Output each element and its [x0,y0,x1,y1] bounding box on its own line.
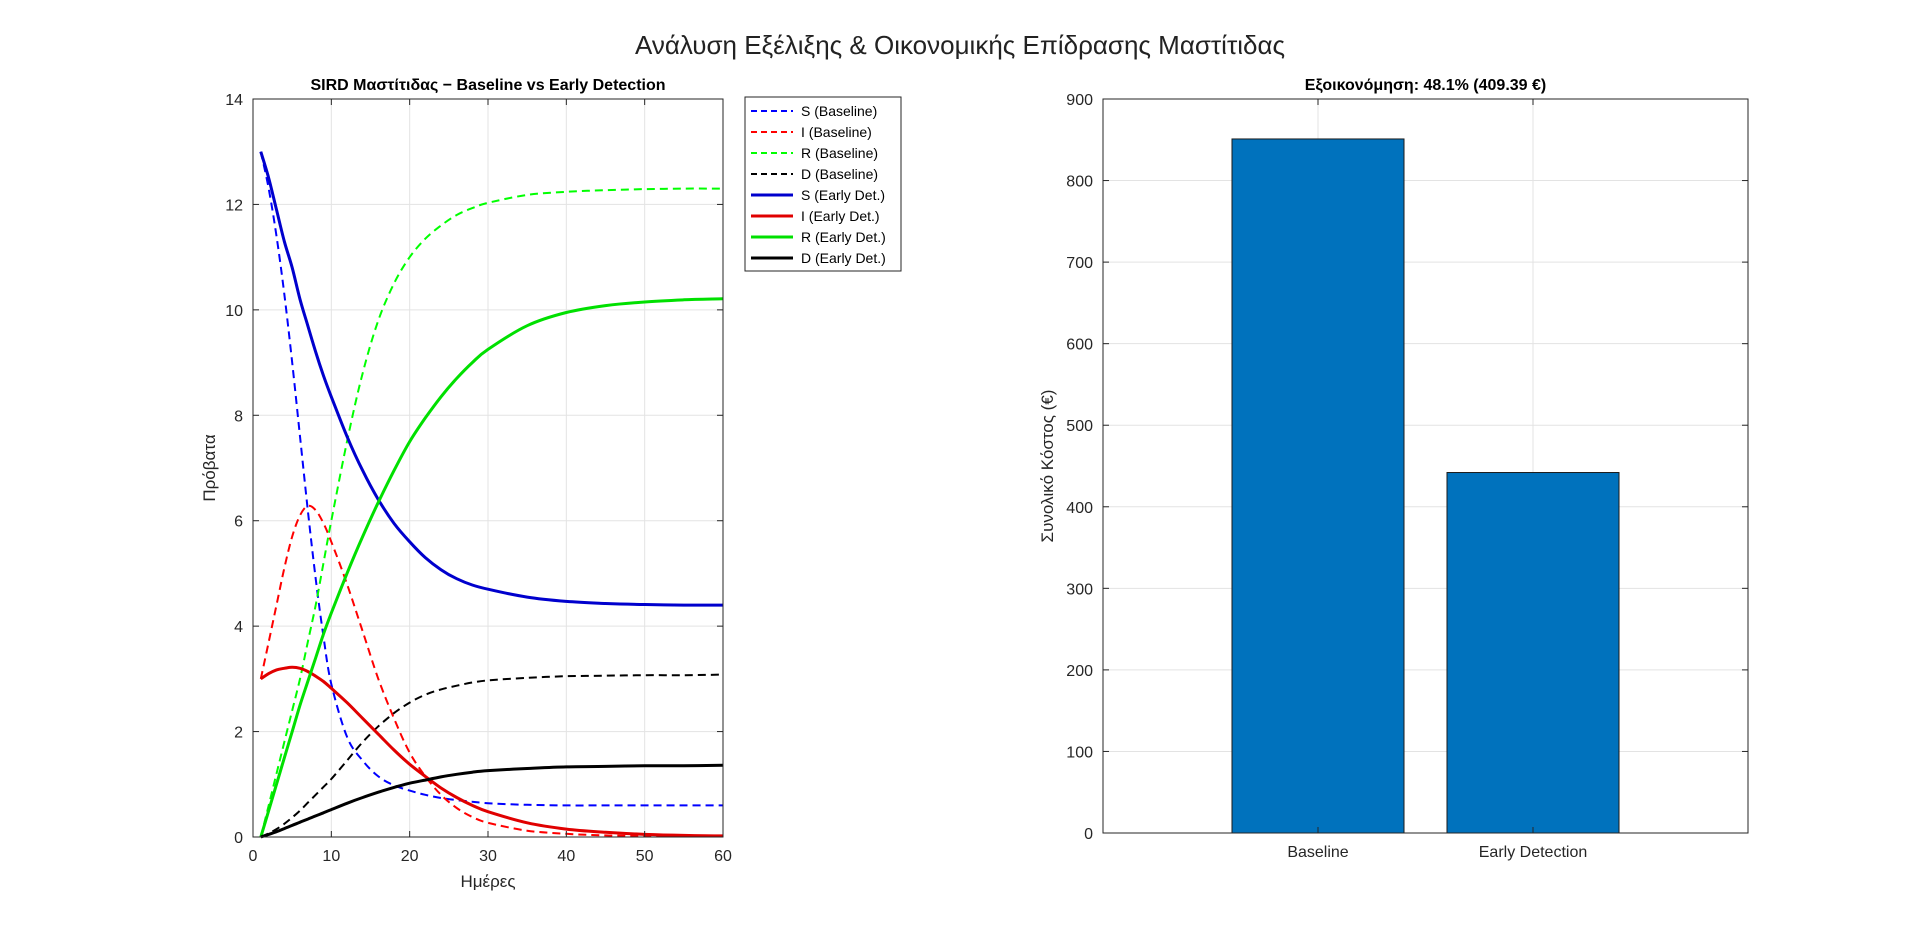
x-tick-label: 0 [249,848,258,865]
legend-item-i-baseline: I (Baseline) [751,124,872,140]
bar-early-detection [1446,472,1620,834]
y-tick-label: 900 [1066,92,1093,109]
y-tick-label: 10 [225,303,243,320]
legend-label: D (Baseline) [801,166,878,182]
legend-label: I (Early Det.) [801,208,880,224]
figure-title: Ανάλυση Εξέλιξης & Οικονομικής Επίδρασης… [634,30,1286,60]
y-tick-label: 700 [1066,255,1093,272]
y-tick-label: 800 [1066,174,1093,191]
series-line-r-early-det [259,297,724,838]
legend-item-s-early-det: S (Early Det.) [751,187,885,203]
series-line-s-early-det [259,151,723,607]
chart-title: SIRD Μαστίτιδας − Baseline vs Early Dete… [310,77,665,94]
legend-box [744,96,902,272]
x-tick-label: 20 [401,848,419,865]
x-tick-label: Baseline [1287,844,1348,861]
legend-item-i-early-det: I (Early Det.) [751,208,880,224]
series-line-d-early-det [260,763,724,839]
tick-marks [252,98,724,838]
legend-label: R (Baseline) [801,145,878,161]
legend-item-s-baseline: S (Baseline) [751,103,877,119]
y-tick-label: 200 [1066,663,1093,680]
x-tick-label: 30 [479,848,497,865]
y-tick-label: 100 [1066,744,1093,761]
x-tick-label: Early Detection [1479,844,1588,861]
series-line-d-baseline [260,673,724,838]
legend: S (Baseline) I (Baseline) R (Baseline) D (B… [744,96,902,272]
series-line-r-baseline [259,187,724,838]
cost-bar-chart: Baseline Early Detection 0 100 200 300 400 500… [1038,77,1749,861]
legend-item-r-early-det: R (Early Det.) [751,229,886,245]
series-lines [259,151,724,839]
y-tick-label: 12 [225,197,243,214]
series-line-i-early-det [259,665,724,838]
y-axis-label: Συνολικό Κόστος (€) [1038,390,1057,543]
y-axis-label: Πρόβατα [200,434,219,501]
y-tick-label: 2 [234,725,243,742]
x-tick-label: 60 [714,848,732,865]
x-tick-label: 50 [636,848,654,865]
x-tick-label: 10 [322,848,340,865]
legend-label: I (Baseline) [801,124,872,140]
y-tick-label: 600 [1066,337,1093,354]
bar-baseline [1231,138,1405,834]
legend-label: S (Baseline) [801,103,877,119]
legend-item-d-early-det: D (Early Det.) [751,250,886,266]
y-tick-labels: 0 2 4 6 8 10 12 14 [225,92,243,847]
plot-area [1103,99,1748,833]
tick-marks [1103,98,1748,834]
x-tick-label: 40 [557,848,575,865]
x-axis-label: Ημέρες [460,872,515,891]
legend-label: R (Early Det.) [801,229,886,245]
chart-title: Εξοικονόμηση: 48.1% (409.39 €) [1305,77,1546,94]
bars [1231,138,1620,834]
legend-item-d-baseline: D (Baseline) [751,166,878,182]
sird-line-chart: 0 10 20 30 40 50 60 0 2 4 6 8 10 12 14 SIRD Μαστίτιδα… [200,77,902,891]
y-tick-labels: 0 100 200 300 400 500 600 700 800 900 [1066,92,1093,843]
axes-frame [1102,98,1749,834]
y-tick-label: 6 [234,514,243,531]
legend-item-r-baseline: R (Baseline) [751,145,878,161]
y-tick-label: 4 [234,619,243,636]
y-tick-label: 0 [1084,826,1093,843]
series-line-i-baseline [259,504,724,838]
y-tick-label: 400 [1066,500,1093,517]
y-tick-label: 0 [234,830,243,847]
y-tick-label: 300 [1066,581,1093,598]
legend-label: S (Early Det.) [801,187,885,203]
x-tick-labels: 0 10 20 30 40 50 60 [249,848,732,865]
y-tick-label: 8 [234,408,243,425]
y-tick-label: 14 [225,92,243,109]
y-tick-label: 500 [1066,418,1093,435]
legend-label: D (Early Det.) [801,250,886,266]
x-tick-labels: Baseline Early Detection [1287,844,1587,861]
